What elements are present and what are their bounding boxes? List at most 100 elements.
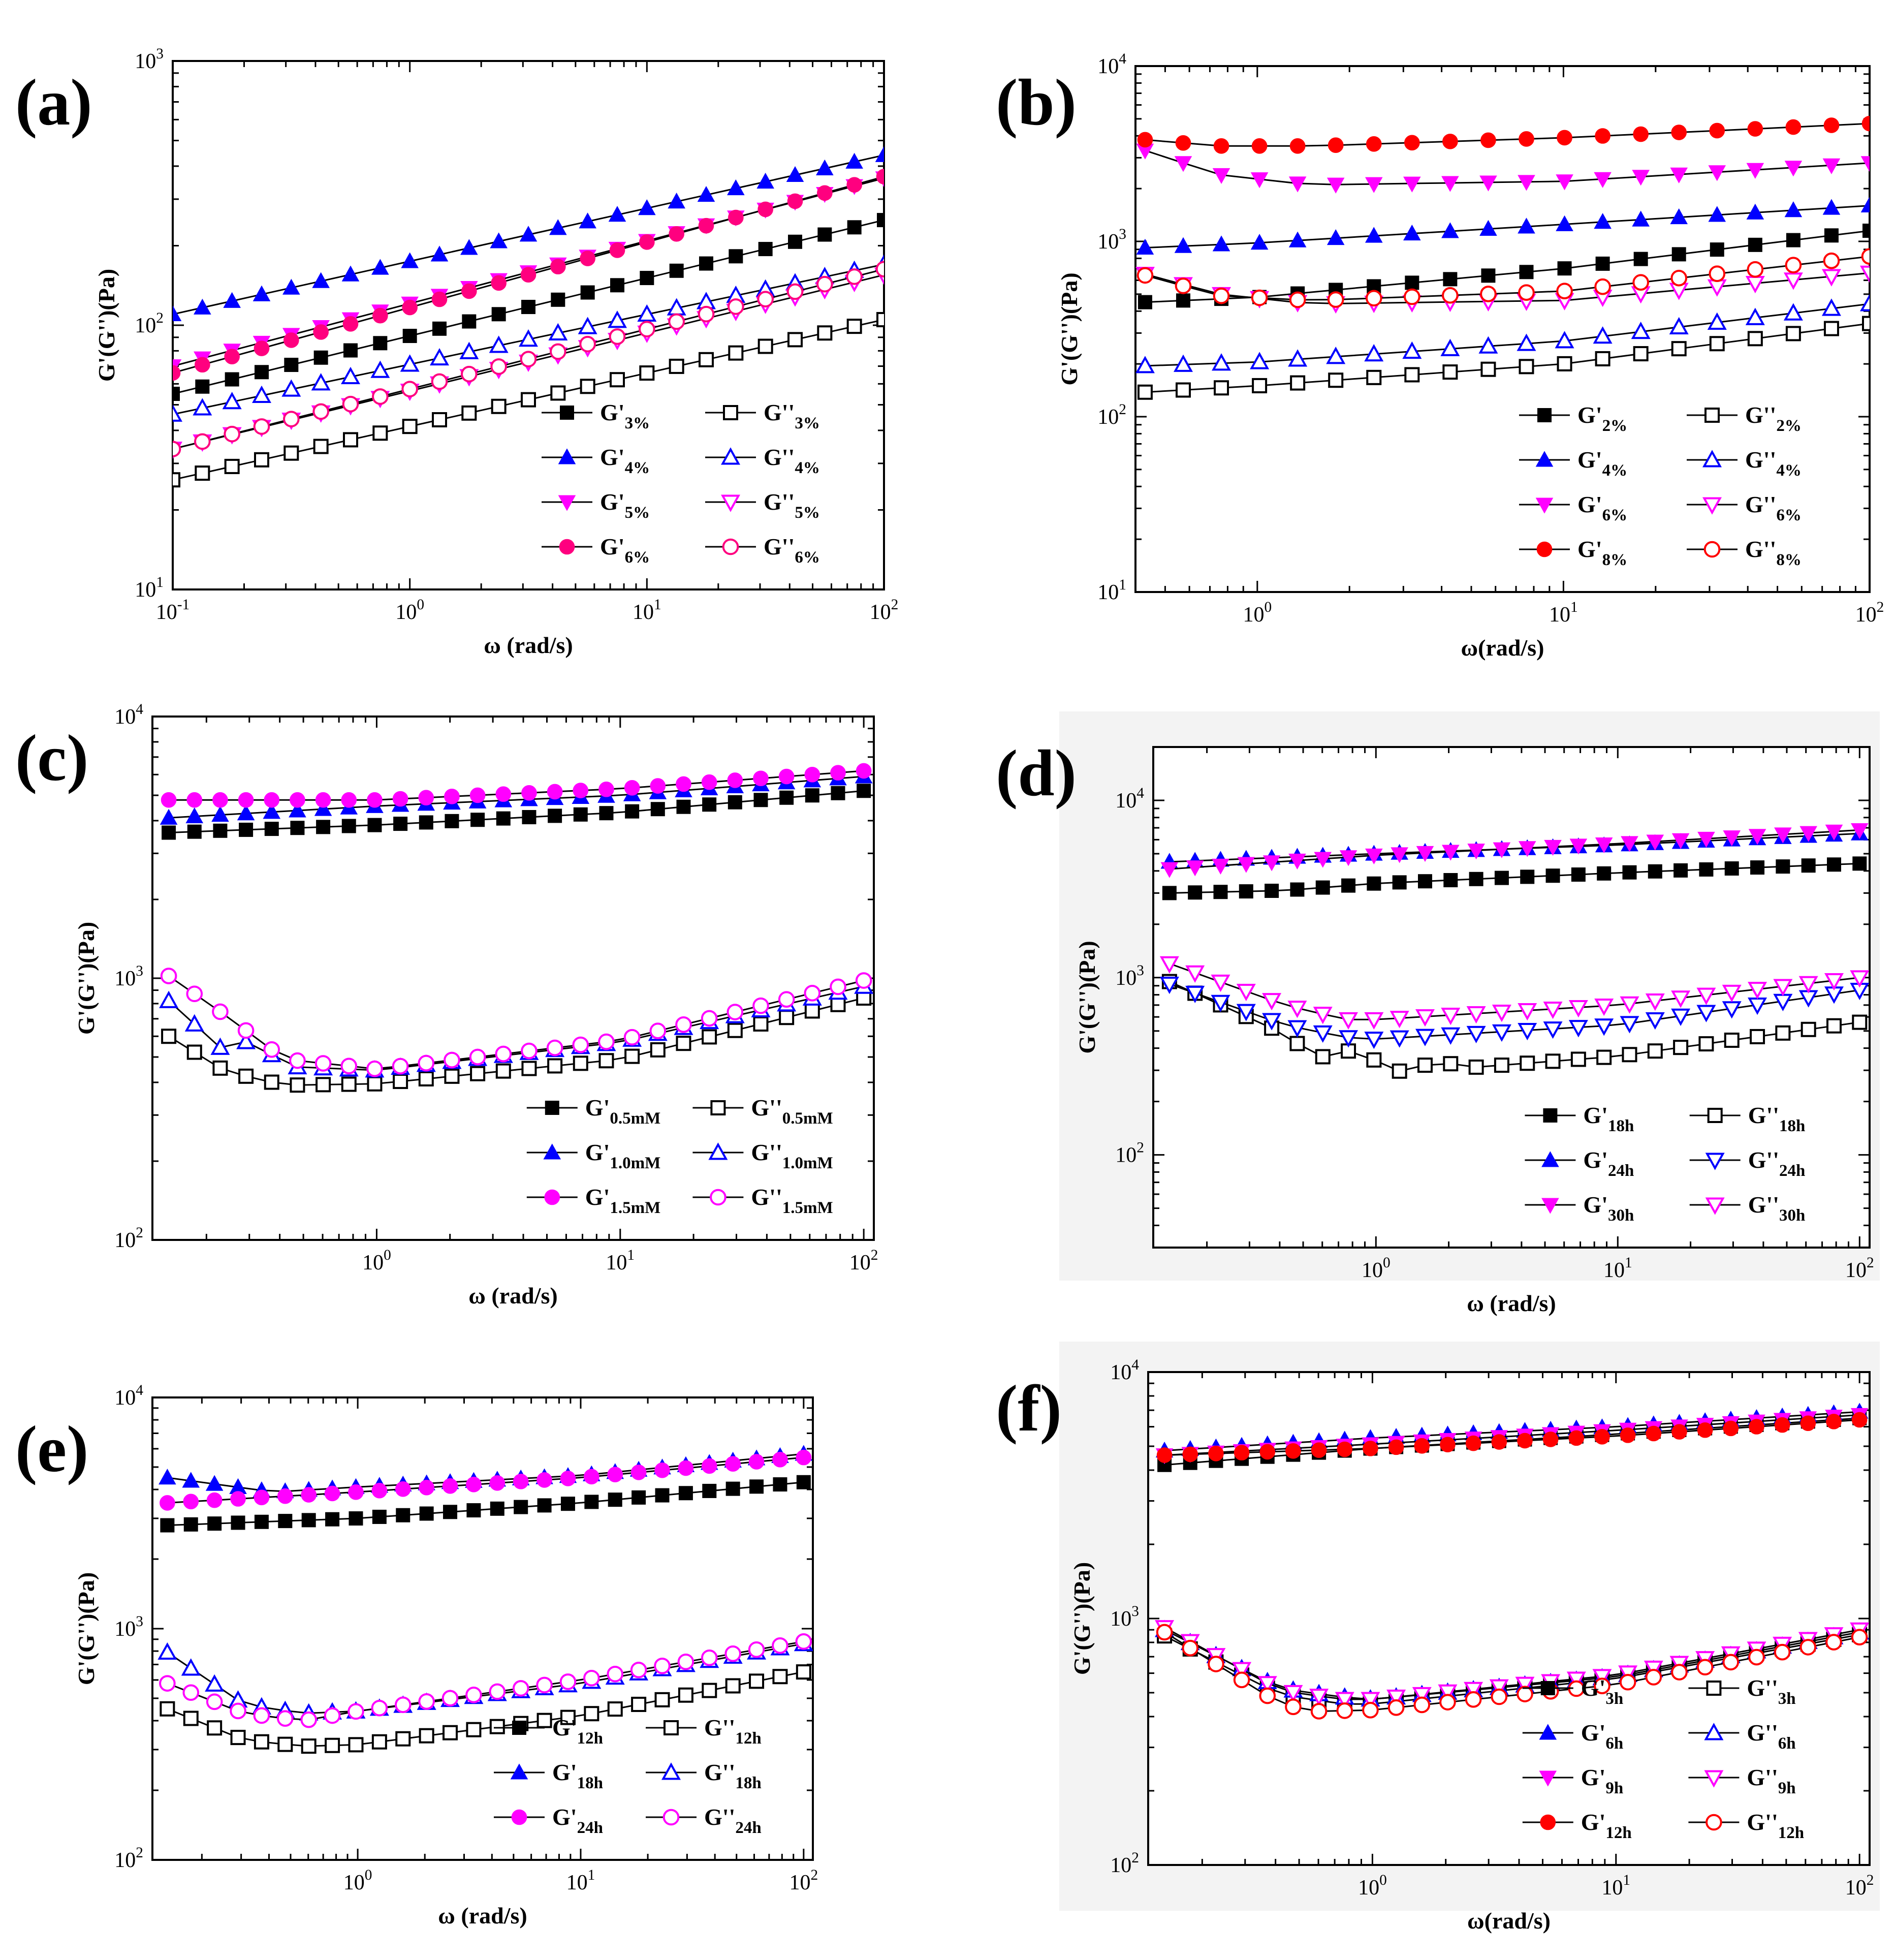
data-point bbox=[367, 792, 383, 808]
data-point bbox=[830, 978, 846, 995]
data-point bbox=[1645, 1669, 1662, 1686]
data-point bbox=[460, 239, 478, 255]
data-point bbox=[238, 1068, 254, 1084]
data-point bbox=[1492, 1005, 1511, 1022]
data-point bbox=[1259, 1687, 1276, 1704]
data-point bbox=[1622, 1047, 1637, 1063]
x-tick-label: 100 bbox=[1358, 1872, 1387, 1900]
data-point bbox=[1466, 1025, 1486, 1044]
data-point bbox=[847, 220, 862, 235]
data-point bbox=[1159, 956, 1179, 974]
data-point bbox=[396, 1508, 410, 1522]
legend-label: G''1.5mM bbox=[751, 1184, 833, 1217]
data-point bbox=[1557, 130, 1572, 146]
data-point bbox=[1138, 295, 1152, 309]
data-point bbox=[725, 1678, 741, 1694]
series-line bbox=[167, 1456, 804, 1504]
data-point bbox=[370, 360, 390, 378]
data-point bbox=[551, 292, 565, 307]
data-point bbox=[1480, 361, 1496, 377]
data-point bbox=[757, 201, 773, 217]
data-point bbox=[1568, 1000, 1588, 1018]
data-point bbox=[207, 1516, 222, 1531]
data-point bbox=[1747, 261, 1764, 278]
data-point bbox=[173, 472, 180, 488]
x-tick-label: 102 bbox=[789, 1867, 818, 1894]
data-point bbox=[1335, 1692, 1354, 1709]
data-point bbox=[1594, 1018, 1614, 1036]
data-point bbox=[1328, 137, 1344, 153]
data-point bbox=[1862, 316, 1870, 331]
data-point bbox=[1481, 268, 1496, 283]
data-point bbox=[817, 227, 832, 242]
data-point bbox=[1442, 287, 1459, 304]
data-point bbox=[1339, 1012, 1359, 1030]
data-point bbox=[490, 358, 507, 375]
data-point bbox=[1213, 287, 1230, 304]
data-point bbox=[580, 379, 595, 394]
data-point bbox=[1631, 321, 1651, 339]
data-point bbox=[1136, 238, 1154, 255]
data-point bbox=[1852, 856, 1867, 871]
data-point bbox=[1494, 870, 1509, 885]
data-point bbox=[1595, 351, 1610, 366]
legend-marker bbox=[558, 495, 576, 511]
legend-label: G'6% bbox=[1577, 491, 1627, 524]
data-point bbox=[749, 1673, 765, 1689]
data-point bbox=[254, 1734, 269, 1750]
data-point bbox=[1746, 203, 1764, 220]
data-point bbox=[1337, 1441, 1353, 1457]
series-storage-3 bbox=[173, 213, 884, 401]
series-line bbox=[167, 1643, 804, 1714]
data-point bbox=[537, 1498, 552, 1513]
data-point bbox=[343, 432, 358, 448]
data-point bbox=[1413, 1696, 1431, 1714]
data-point bbox=[676, 799, 691, 814]
data-point bbox=[796, 1664, 811, 1680]
data-point bbox=[560, 1471, 576, 1486]
y-axis-label: G'(G'')(Pa) bbox=[1074, 941, 1100, 1053]
data-point bbox=[1251, 289, 1268, 306]
legend-item: G''6h bbox=[1688, 1720, 1796, 1753]
legend-marker bbox=[661, 1762, 681, 1780]
data-point bbox=[342, 395, 359, 413]
data-point bbox=[1783, 272, 1803, 290]
data-point bbox=[1823, 117, 1840, 133]
data-point bbox=[1464, 1682, 1483, 1699]
data-point bbox=[1557, 356, 1572, 371]
data-point bbox=[1262, 855, 1281, 872]
data-point bbox=[725, 1456, 741, 1472]
data-point bbox=[254, 1514, 269, 1529]
data-point bbox=[341, 819, 356, 833]
data-point bbox=[1364, 344, 1384, 362]
x-tick-label: 101 bbox=[1601, 1872, 1630, 1900]
data-point bbox=[212, 792, 228, 808]
legend-label: G'1.5mM bbox=[585, 1184, 660, 1217]
data-point bbox=[1213, 885, 1228, 899]
legend-marker bbox=[664, 1720, 679, 1735]
data-point bbox=[1290, 375, 1306, 391]
data-point bbox=[1696, 987, 1716, 1005]
data-point bbox=[773, 1477, 787, 1492]
data-point bbox=[1556, 283, 1573, 300]
data-point bbox=[1775, 1025, 1791, 1041]
data-point bbox=[1515, 1676, 1535, 1694]
data-point bbox=[1315, 1049, 1331, 1065]
data-point bbox=[1213, 138, 1229, 154]
legend-item: G'4% bbox=[542, 444, 650, 477]
data-point bbox=[1494, 1057, 1509, 1073]
data-point bbox=[1405, 275, 1419, 290]
data-point bbox=[550, 259, 566, 274]
data-point bbox=[547, 784, 563, 800]
data-point bbox=[1389, 1030, 1409, 1048]
legend-label: G''9h bbox=[1747, 1764, 1795, 1797]
series-line bbox=[1169, 983, 1860, 1040]
y-tick-label: 102 bbox=[114, 1225, 143, 1252]
legend-label: G'1.0mM bbox=[585, 1139, 660, 1172]
legend-item: G'18h bbox=[494, 1759, 603, 1792]
data-point bbox=[1801, 1021, 1816, 1037]
data-point bbox=[205, 1475, 224, 1491]
data-point bbox=[1799, 1639, 1817, 1656]
y-tick-label: 104 bbox=[114, 701, 143, 729]
panel-f: (f) 100 101 102 102 103 104 ω(rad/s) G'(G'')(Pa)… bbox=[996, 1342, 1880, 1934]
